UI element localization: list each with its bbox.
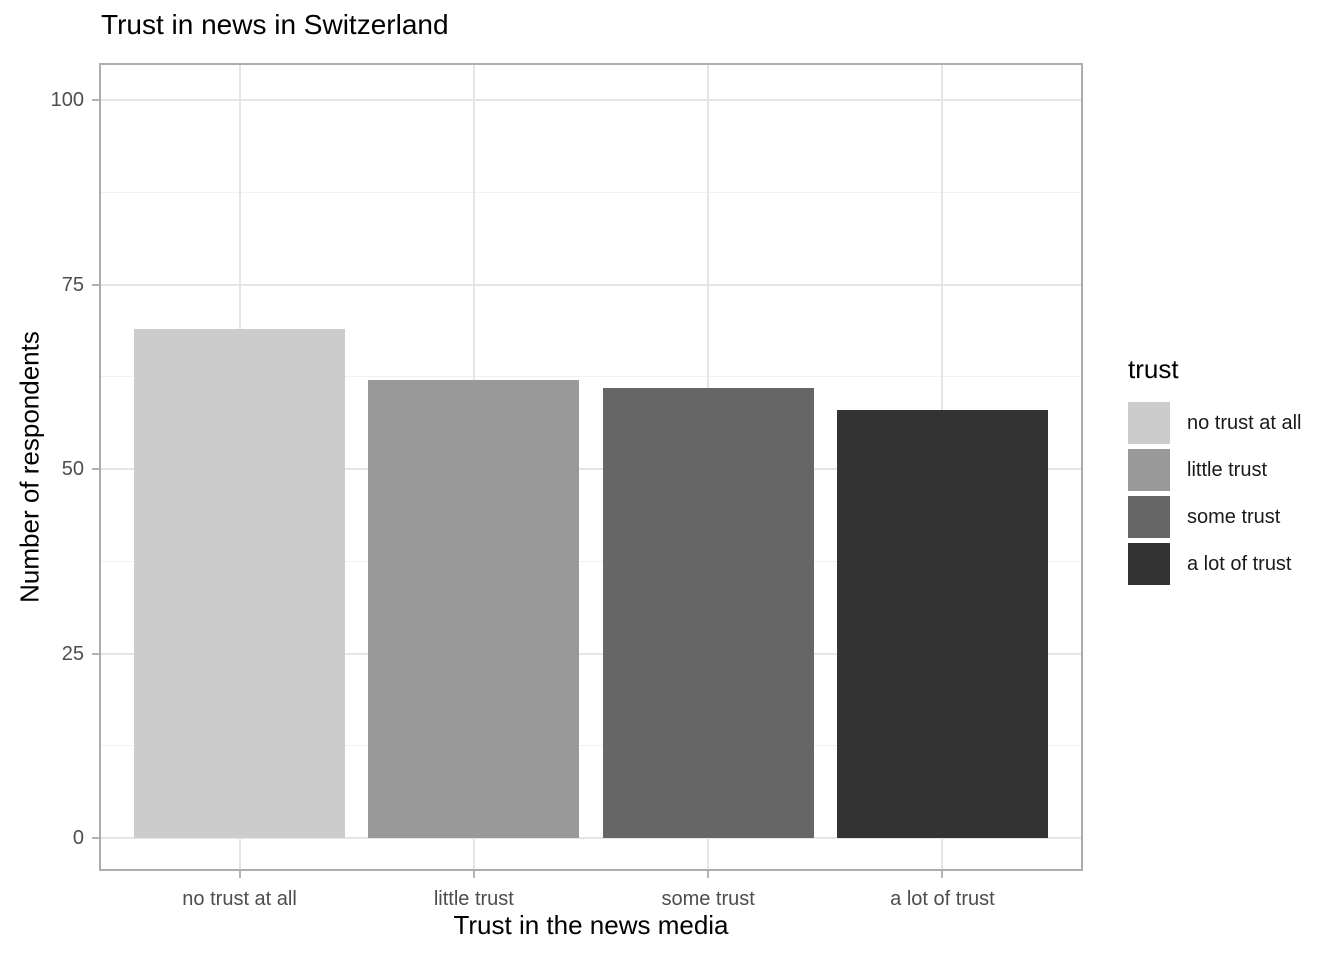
gridline-major bbox=[99, 99, 1083, 101]
bar-a-lot-of-trust bbox=[837, 409, 1048, 838]
gridline-minor bbox=[99, 376, 1083, 378]
y-tick-label-25: 25 bbox=[61, 642, 84, 665]
x-tick-mark bbox=[472, 871, 475, 878]
bar-some-trust bbox=[602, 387, 814, 838]
x-tick-label-a-lot-of-trust: a lot of trust bbox=[890, 888, 995, 910]
y-tick-mark bbox=[92, 99, 99, 101]
gridline-major bbox=[99, 652, 1083, 655]
bar-no-trust-at-all bbox=[134, 328, 345, 838]
legend-title: trust bbox=[1128, 354, 1179, 384]
y-tick-label-50: 50 bbox=[61, 458, 84, 480]
y-tick-mark bbox=[92, 468, 99, 470]
legend-rows: no trust at all little trust some trust a l… bbox=[1128, 402, 1302, 585]
legend-label-no-trust-at-all: no trust at all bbox=[1187, 411, 1302, 434]
y-tick-label-100: 100 bbox=[50, 89, 84, 111]
y-tick-label-75: 75 bbox=[61, 273, 84, 296]
legend-item-little-trust: little trust bbox=[1128, 449, 1302, 491]
gridline-minor bbox=[99, 745, 1083, 747]
bar-little-trust bbox=[368, 380, 580, 838]
legend-item-a-lot-of-trust: a lot of trust bbox=[1128, 543, 1302, 585]
y-tick-label-0: 0 bbox=[72, 827, 84, 849]
x-tick-mark bbox=[941, 871, 944, 878]
y-tick-mark bbox=[92, 837, 99, 839]
legend-label-some-trust: some trust bbox=[1187, 505, 1281, 528]
gridline-major bbox=[99, 468, 1083, 470]
x-tick-label-some-trust: some trust bbox=[661, 888, 755, 910]
y-tick-mark bbox=[92, 652, 99, 655]
y-tick-mark bbox=[92, 283, 99, 286]
x-tick-label-no-trust-at-all: no trust at all bbox=[182, 888, 297, 910]
gridline-minor bbox=[99, 191, 1083, 193]
gridline-minor bbox=[99, 560, 1083, 562]
legend-label-little-trust: little trust bbox=[1187, 458, 1268, 481]
chart-title: Trust in news in Switzerland bbox=[101, 9, 449, 40]
x-tick-mark bbox=[707, 871, 710, 878]
legend-swatch-little-trust bbox=[1128, 449, 1170, 491]
plot-panel bbox=[99, 63, 1083, 871]
legend-item-no-trust-at-all: no trust at all bbox=[1128, 402, 1302, 444]
legend-item-some-trust: some trust bbox=[1128, 496, 1302, 538]
legend-swatch-no-trust-at-all bbox=[1128, 402, 1170, 444]
legend-swatch-some-trust bbox=[1128, 496, 1170, 538]
gridline-major bbox=[99, 283, 1083, 286]
x-tick-mark bbox=[238, 871, 241, 878]
gridline-major bbox=[99, 837, 1083, 839]
legend-swatch-a-lot-of-trust bbox=[1128, 543, 1170, 585]
legend: trust no trust at all little trust some tr… bbox=[1128, 354, 1302, 590]
x-axis-title: Trust in the news media bbox=[453, 910, 729, 940]
legend-label-a-lot-of-trust: a lot of trust bbox=[1187, 552, 1292, 575]
x-tick-label-little-trust: little trust bbox=[433, 888, 514, 910]
